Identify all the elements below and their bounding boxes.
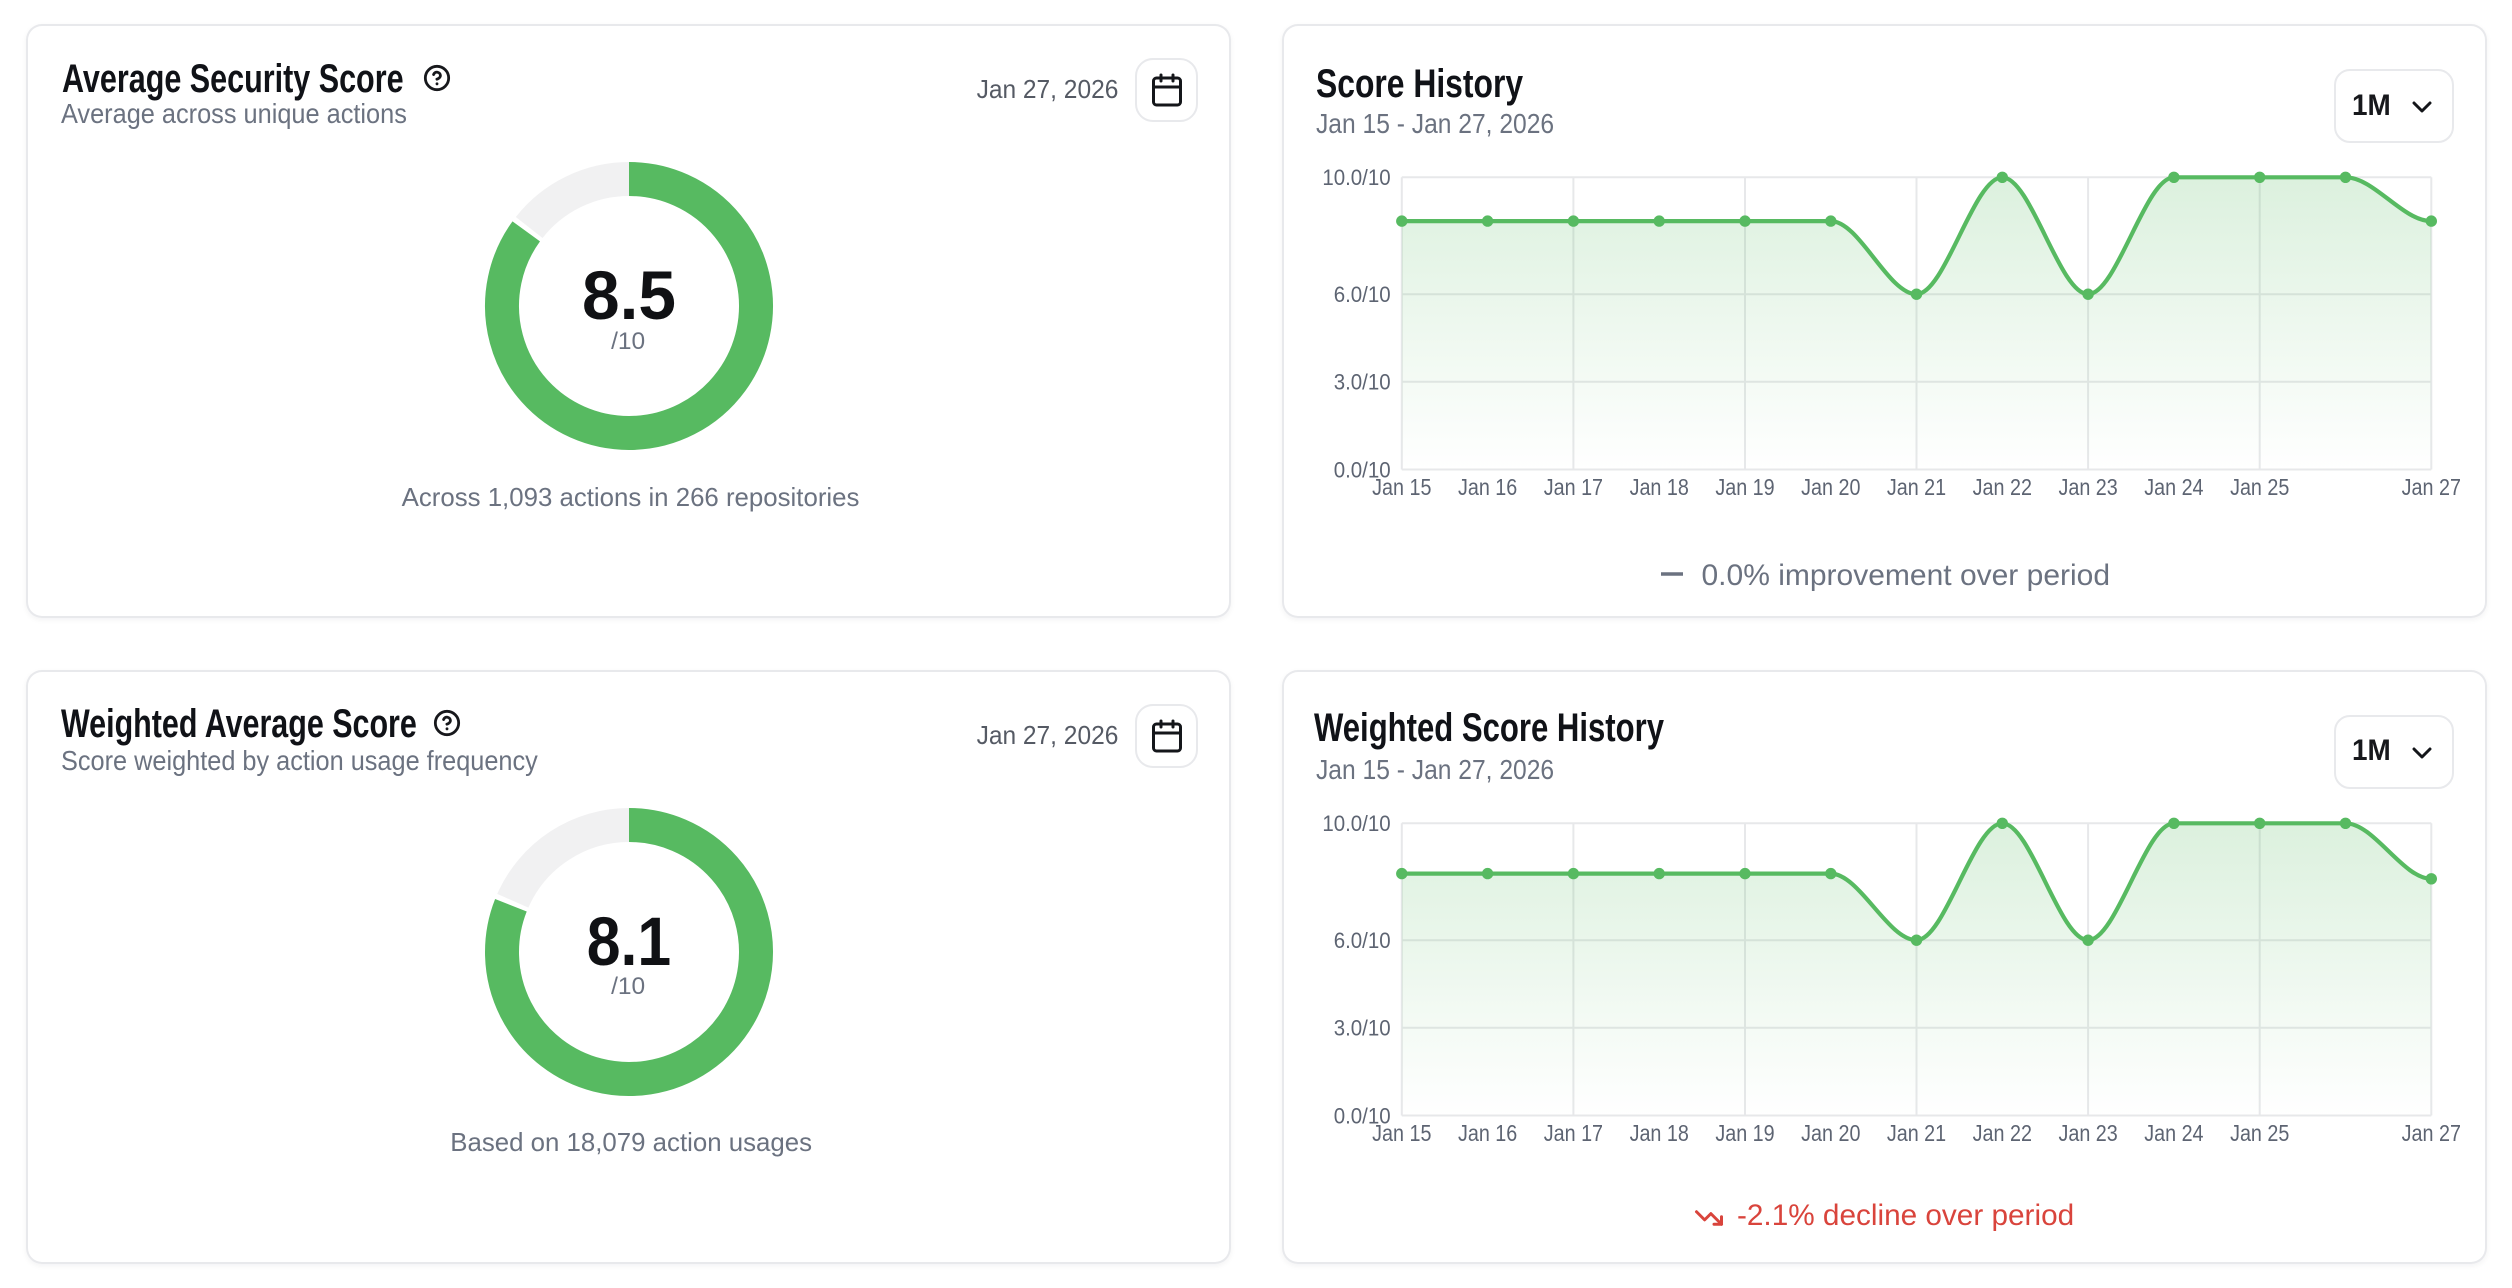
svg-text:10.0/10: 10.0/10 [1322, 165, 1390, 190]
svg-text:Jan 24: Jan 24 [2144, 1119, 2203, 1146]
svg-text:Jan 16: Jan 16 [1458, 473, 1517, 500]
svg-text:Jan 23: Jan 23 [2058, 1119, 2117, 1146]
svg-text:Jan 25: Jan 25 [2230, 1119, 2289, 1146]
svg-text:Jan 18: Jan 18 [1630, 1119, 1689, 1146]
svg-text:Jan 19: Jan 19 [1715, 473, 1774, 500]
svg-text:Jan 20: Jan 20 [1801, 1119, 1860, 1146]
svg-text:3.0/10: 3.0/10 [1334, 1015, 1391, 1040]
svg-text:Jan 21: Jan 21 [1887, 1119, 1946, 1146]
svg-text:6.0/10: 6.0/10 [1334, 282, 1391, 307]
svg-text:Jan 27: Jan 27 [2402, 1119, 2461, 1146]
svg-text:10.0/10: 10.0/10 [1322, 811, 1390, 836]
svg-text:Jan 15: Jan 15 [1372, 1119, 1431, 1146]
svg-text:Jan 15: Jan 15 [1372, 473, 1431, 500]
svg-text:0.0/10: 0.0/10 [1334, 1103, 1391, 1128]
svg-text:6.0/10: 6.0/10 [1334, 928, 1391, 953]
svg-text:Jan 27: Jan 27 [2402, 473, 2461, 500]
svg-text:Jan 23: Jan 23 [2058, 473, 2117, 500]
svg-text:Jan 25: Jan 25 [2230, 473, 2289, 500]
svg-text:Jan 24: Jan 24 [2144, 473, 2203, 500]
svg-text:Jan 22: Jan 22 [1973, 1119, 2032, 1146]
svg-text:Jan 17: Jan 17 [1544, 473, 1603, 500]
svg-text:Jan 17: Jan 17 [1544, 1119, 1603, 1146]
svg-text:Jan 21: Jan 21 [1887, 473, 1946, 500]
svg-text:3.0/10: 3.0/10 [1334, 370, 1391, 395]
svg-text:Jan 19: Jan 19 [1715, 1119, 1774, 1146]
svg-text:Jan 16: Jan 16 [1458, 1119, 1517, 1146]
svg-text:Jan 22: Jan 22 [1973, 473, 2032, 500]
svg-text:Jan 18: Jan 18 [1630, 473, 1689, 500]
svg-text:0.0/10: 0.0/10 [1334, 458, 1391, 483]
svg-text:Jan 20: Jan 20 [1801, 473, 1860, 500]
